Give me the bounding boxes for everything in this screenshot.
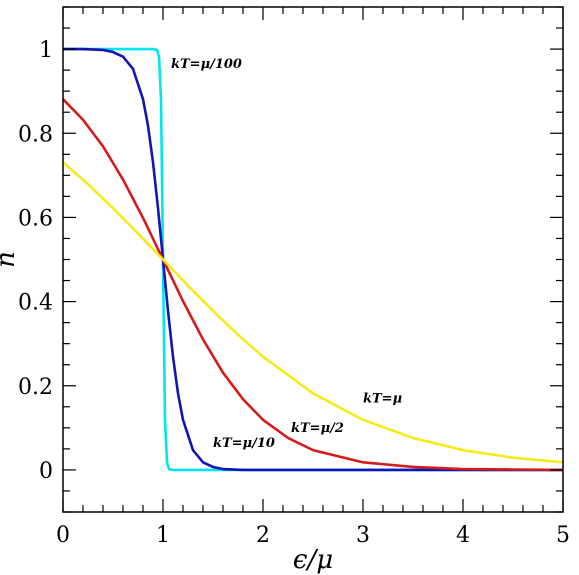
axis-ticks (62, 6, 564, 513)
x-tick-label: 3 (356, 523, 370, 548)
x-tick-label: 0 (56, 523, 70, 548)
curve-annotations: kT=μ/100 kT=μ/10 kT=μ/2 kT=μ (171, 57, 403, 451)
y-tick-label: 0.8 (18, 122, 53, 147)
x-tick-label: 2 (256, 523, 270, 548)
axis-tick-labels: 0 1 2 3 4 5 0 0.2 0.4 0.6 0.8 1 (18, 38, 570, 548)
series-line (63, 47, 563, 472)
curve-label: kT=μ/100 (171, 57, 242, 72)
x-axis-label: ϵ/μ (293, 545, 333, 575)
series-line (62, 98, 564, 472)
series-line (62, 161, 564, 464)
chart-curves (62, 47, 564, 472)
y-tick-label: 0 (39, 459, 53, 484)
curve-label: kT=μ/10 (213, 436, 275, 451)
y-tick-label: 1 (39, 38, 53, 63)
y-tick-label: 0.6 (18, 206, 53, 231)
y-tick-label: 0.2 (18, 375, 53, 400)
y-axis-label: n (0, 251, 21, 268)
curve-label: kT=μ (363, 392, 403, 407)
x-tick-label: 4 (456, 523, 470, 548)
curve-label: kT=μ/2 (291, 421, 344, 436)
x-tick-label: 5 (556, 523, 570, 548)
series-line (63, 47, 563, 472)
y-tick-label: 0.4 (18, 291, 53, 316)
x-tick-label: 1 (156, 523, 170, 548)
